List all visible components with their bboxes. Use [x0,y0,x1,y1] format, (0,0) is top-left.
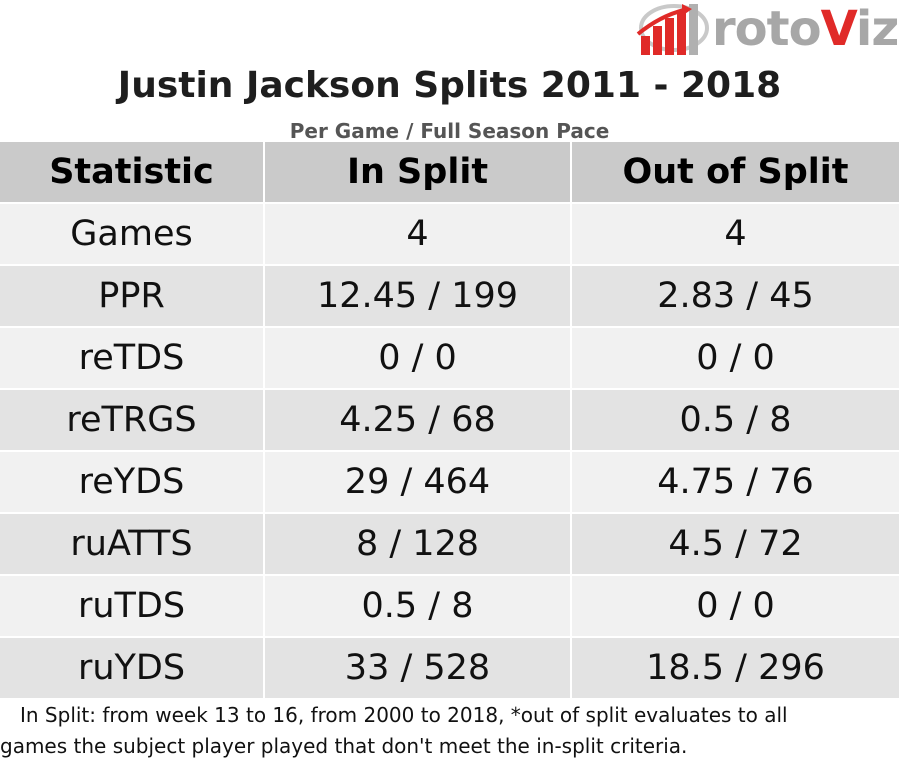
table-row: Games 4 4 [0,203,899,266]
out-of-split-cell: 0.5 / 8 [571,389,899,452]
table-row: PPR 12.45 / 199 2.83 / 45 [0,265,899,328]
table-row: reYDS 29 / 464 4.75 / 76 [0,451,899,514]
stat-name-cell: reTDS [0,327,265,390]
footnote: In Split: from week 13 to 16, from 2000 … [0,700,899,762]
stat-name-cell: ruYDS [0,637,265,698]
footnote-line-1: In Split: from week 13 to 16, from 2000 … [20,703,788,727]
table-row: reTRGS 4.25 / 68 0.5 / 8 [0,389,899,452]
stat-name-cell: reYDS [0,451,265,514]
stat-name-cell: PPR [0,265,265,328]
out-of-split-cell: 0 / 0 [571,327,899,390]
header-statistic: Statistic [0,142,265,204]
in-split-cell: 12.45 / 199 [264,265,572,328]
table-row: reTDS 0 / 0 0 / 0 [0,327,899,390]
out-of-split-cell: 0 / 0 [571,575,899,638]
out-of-split-cell: 4.5 / 72 [571,513,899,576]
stat-name-cell: ruTDS [0,575,265,638]
stat-name-cell: Games [0,203,265,266]
in-split-cell: 0 / 0 [264,327,572,390]
logo-wordmark: rotoViz [712,1,899,57]
rotoviz-logo: rotoViz [634,0,899,62]
table-row: ruYDS 33 / 528 18.5 / 296 [0,637,899,698]
in-split-cell: 4 [264,203,572,266]
in-split-cell: 0.5 / 8 [264,575,572,638]
footnote-line-2: games the subject player played that don… [0,734,688,758]
in-split-cell: 33 / 528 [264,637,572,698]
table-row: ruTDS 0.5 / 8 0 / 0 [0,575,899,638]
stat-name-cell: ruATTS [0,513,265,576]
out-of-split-cell: 4 [571,203,899,266]
page-subtitle: Per Game / Full Season Pace [289,119,610,143]
header-in-split: In Split [264,142,572,204]
splits-table: Statistic In Split Out of Split Games 4 … [0,142,899,698]
in-split-cell: 4.25 / 68 [264,389,572,452]
in-split-cell: 8 / 128 [264,513,572,576]
page-title: Justin Jackson Splits 2011 - 2018 [117,65,782,106]
in-split-cell: 29 / 464 [264,451,572,514]
bar-chart-arrow-icon [636,4,709,55]
out-of-split-cell: 4.75 / 76 [571,451,899,514]
out-of-split-cell: 18.5 / 296 [571,637,899,698]
header-out-of-split: Out of Split [571,142,899,204]
table-row: ruATTS 8 / 128 4.5 / 72 [0,513,899,576]
table-header-row: Statistic In Split Out of Split [0,142,899,204]
out-of-split-cell: 2.83 / 45 [571,265,899,328]
stat-name-cell: reTRGS [0,389,265,452]
